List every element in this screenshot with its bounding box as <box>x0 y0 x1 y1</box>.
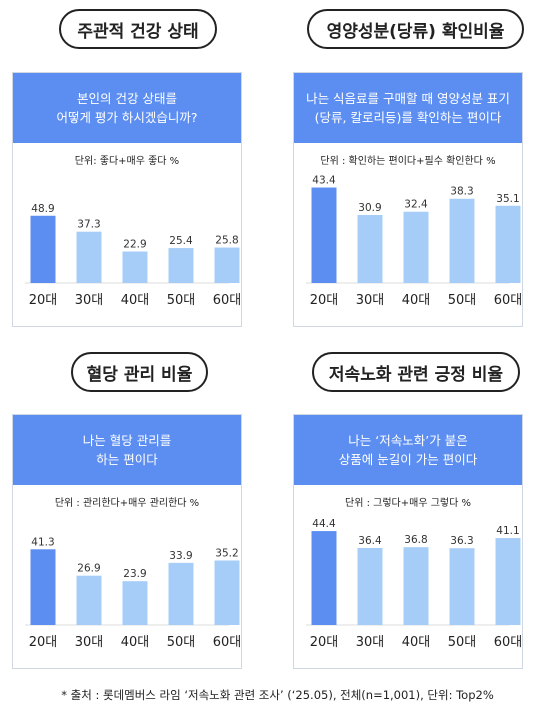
chart-panel: 본인의 건강 상태를 어떻게 평가 하시겠습니까? 단위: 좋다+매우 좋다 %… <box>12 72 242 327</box>
question-box: 본인의 건강 상태를 어떻게 평가 하시겠습니까? <box>13 73 241 143</box>
category-label: 40대 <box>402 293 431 308</box>
bar <box>168 562 194 625</box>
question-line: 나는 혈당 관리를 <box>82 433 172 448</box>
bar <box>122 581 148 625</box>
bar <box>76 575 102 625</box>
bar <box>403 211 429 283</box>
bar-value-label: 35.1 <box>496 193 519 205</box>
bar-chart: 44.4 20대 36.4 30대 36.8 40대 36.3 50대 41.1 60대 <box>306 518 522 650</box>
category-label: 40대 <box>121 293 150 308</box>
section-title-pill: 저속노화 관련 긍정 비율 <box>312 352 520 392</box>
category-label: 20대 <box>29 635 58 650</box>
bar-value-label: 22.9 <box>123 239 146 251</box>
bar <box>214 247 240 283</box>
bar-chart: 48.9 20대 37.3 30대 22.9 40대 25.4 50대 25.8 60대 <box>25 203 241 308</box>
section-title: 주관적 건강 상태 <box>77 21 199 42</box>
bar-value-label: 41.3 <box>31 536 54 548</box>
bar <box>311 531 337 625</box>
category-label: 50대 <box>448 635 477 650</box>
section-title: 저속노화 관련 긍정 비율 <box>328 364 504 385</box>
bar-value-label: 30.9 <box>358 202 381 214</box>
bar <box>495 205 521 283</box>
category-label: 60대 <box>213 635 241 650</box>
bar <box>168 248 194 283</box>
bar-chart: 41.3 20대 26.9 30대 23.9 40대 33.9 50대 35.2 60대 <box>25 536 241 650</box>
category-label: 60대 <box>494 293 522 308</box>
chart-panel: 나는 ‘저속노화’가 붙은 상품에 눈길이 가는 편이다 단위 : 그렇다+매우… <box>293 414 523 669</box>
bar <box>122 251 148 283</box>
bar <box>30 549 56 625</box>
bar-value-label: 36.4 <box>358 535 382 547</box>
question-box: 나는 혈당 관리를 하는 편이다 <box>13 415 241 485</box>
bar-value-label: 33.9 <box>169 550 192 562</box>
chart-panel: 나는 혈당 관리를 하는 편이다 단위 : 관리한다+매우 관리한다 % 41.… <box>12 414 242 669</box>
chart-panel: 나는 식음료를 구매할 때 영양성분 표기 (당류, 칼로리등)를 확인하는 편… <box>293 72 523 327</box>
question-box: 나는 식음료를 구매할 때 영양성분 표기 (당류, 칼로리등)를 확인하는 편… <box>294 73 522 143</box>
category-label: 50대 <box>448 293 477 308</box>
question-line: 나는 ‘저속노화’가 붙은 <box>348 433 468 448</box>
bar-value-label: 48.9 <box>31 203 54 215</box>
category-label: 50대 <box>167 293 196 308</box>
question-line: 본인의 건강 상태를 <box>77 91 177 106</box>
question-line: 어떻게 평가 하시겠습니까? <box>56 110 198 125</box>
bar <box>76 231 102 283</box>
category-label: 20대 <box>310 293 339 308</box>
category-label: 40대 <box>402 635 431 650</box>
bar <box>357 548 383 625</box>
category-label: 20대 <box>29 293 58 308</box>
bar <box>357 215 383 283</box>
category-label: 40대 <box>121 635 150 650</box>
question-line: (당류, 칼로리등)를 확인하는 편이다 <box>314 110 502 125</box>
category-label: 30대 <box>75 293 104 308</box>
bar-value-label: 36.8 <box>404 534 427 546</box>
category-label: 30대 <box>75 635 104 650</box>
category-label: 30대 <box>356 293 385 308</box>
unit-label: 단위 : 관리한다+매우 관리한다 % <box>54 498 200 509</box>
section-title-pill: 주관적 건강 상태 <box>59 9 217 49</box>
bar-value-label: 23.9 <box>123 568 146 580</box>
section-title: 영양성분(당류) 확인비율 <box>326 21 505 42</box>
bar-value-label: 25.4 <box>169 235 193 247</box>
bar-value-label: 41.1 <box>496 525 519 537</box>
bar <box>30 215 56 283</box>
bar <box>311 187 337 283</box>
bar <box>449 548 475 625</box>
bar-value-label: 35.2 <box>215 547 238 559</box>
unit-label: 단위: 좋다+매우 좋다 % <box>74 156 180 167</box>
question-line: 상품에 눈길이 가는 편이다 <box>338 452 478 467</box>
bar-value-label: 25.8 <box>215 235 238 247</box>
section-title: 혈당 관리 비율 <box>86 364 193 385</box>
bar-value-label: 38.3 <box>450 186 473 198</box>
bar-value-label: 36.3 <box>450 535 473 547</box>
bar <box>403 547 429 625</box>
source-footnote: * 출처 : 롯데멤버스 라임 ‘저속노화 관련 조사’ (‘25.05), 전… <box>61 688 494 702</box>
bar <box>449 198 475 283</box>
category-label: 20대 <box>310 635 339 650</box>
category-label: 60대 <box>213 293 241 308</box>
bar <box>495 538 521 625</box>
section-title-pill: 혈당 관리 비율 <box>71 352 208 392</box>
unit-label: 단위 : 확인하는 편이다+필수 확인한다 % <box>320 156 496 167</box>
category-label: 60대 <box>494 635 522 650</box>
bar-value-label: 26.9 <box>77 563 100 575</box>
question-line: 하는 편이다 <box>96 452 158 467</box>
section-title-pill: 영양성분(당류) 확인비율 <box>307 9 524 49</box>
bar <box>214 560 240 625</box>
category-label: 50대 <box>167 635 196 650</box>
question-box: 나는 ‘저속노화’가 붙은 상품에 눈길이 가는 편이다 <box>294 415 522 485</box>
bar-value-label: 43.4 <box>312 175 336 187</box>
bar-value-label: 32.4 <box>404 199 428 211</box>
bar-value-label: 37.3 <box>77 219 100 231</box>
question-line: 나는 식음료를 구매할 때 영양성분 표기 <box>306 91 510 106</box>
bar-value-label: 44.4 <box>312 518 336 530</box>
unit-label: 단위 : 그렇다+매우 그렇다 % <box>345 498 471 509</box>
category-label: 30대 <box>356 635 385 650</box>
bar-chart: 43.4 20대 30.9 30대 32.4 40대 38.3 50대 35.1 60대 <box>306 175 522 308</box>
